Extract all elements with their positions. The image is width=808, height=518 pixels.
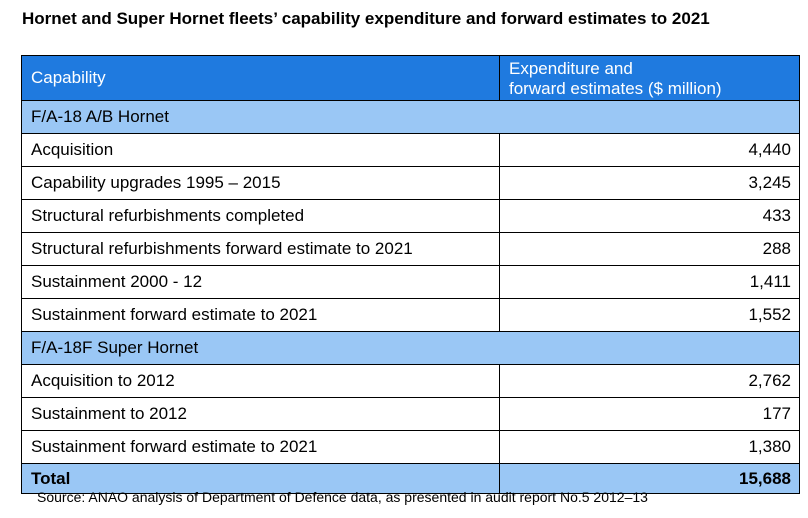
capability-column-header: Capability — [21, 55, 500, 101]
source-note: Source: ANAO analysis of Department of D… — [37, 489, 648, 505]
total-label: Total — [21, 463, 500, 494]
capability-label: Sustainment forward estimate to 2021 — [21, 430, 500, 464]
expenditure-value: 1,380 — [499, 430, 800, 464]
expenditure-header-line-1: Expenditure and — [509, 59, 633, 78]
capability-label: Sustainment to 2012 — [21, 397, 500, 431]
capability-label: Acquisition — [21, 133, 500, 167]
table-row: Sustainment 2000 - 12 1,411 — [21, 265, 800, 299]
section-label: F/A-18 A/B Hornet — [21, 100, 800, 134]
table-row: Sustainment forward estimate to 2021 1,5… — [21, 298, 800, 332]
capability-table: Capability Expenditure and forward estim… — [21, 55, 800, 494]
section-row-hornet: F/A-18 A/B Hornet — [21, 100, 800, 134]
capability-label: Structural refurbishments forward estima… — [21, 232, 500, 266]
section-label: F/A-18F Super Hornet — [21, 331, 800, 365]
table-row: Acquisition 4,440 — [21, 133, 800, 167]
table-row: Sustainment forward estimate to 2021 1,3… — [21, 430, 800, 464]
table-header-row: Capability Expenditure and forward estim… — [21, 55, 800, 101]
total-row: Total 15,688 — [21, 463, 800, 494]
capability-label: Structural refurbishments completed — [21, 199, 500, 233]
expenditure-header-line-2: forward estimates ($ million) — [509, 79, 722, 98]
table-row: Structural refurbishments completed 433 — [21, 199, 800, 233]
table-row: Acquisition to 2012 2,762 — [21, 364, 800, 398]
expenditure-value: 2,762 — [499, 364, 800, 398]
capability-label: Acquisition to 2012 — [21, 364, 500, 398]
table-row: Sustainment to 2012 177 — [21, 397, 800, 431]
expenditure-value: 1,411 — [499, 265, 800, 299]
expenditure-value: 177 — [499, 397, 800, 431]
expenditure-column-header: Expenditure and forward estimates ($ mil… — [499, 55, 800, 101]
expenditure-value: 1,552 — [499, 298, 800, 332]
expenditure-value: 3,245 — [499, 166, 800, 200]
table-row: Capability upgrades 1995 – 2015 3,245 — [21, 166, 800, 200]
section-row-super-hornet: F/A-18F Super Hornet — [21, 331, 800, 365]
expenditure-value: 288 — [499, 232, 800, 266]
table-title: Hornet and Super Hornet fleets’ capabili… — [22, 9, 710, 28]
table-row: Structural refurbishments forward estima… — [21, 232, 800, 266]
capability-label: Capability upgrades 1995 – 2015 — [21, 166, 500, 200]
expenditure-value: 433 — [499, 199, 800, 233]
total-value: 15,688 — [499, 463, 800, 494]
expenditure-value: 4,440 — [499, 133, 800, 167]
capability-label: Sustainment 2000 - 12 — [21, 265, 500, 299]
capability-label: Sustainment forward estimate to 2021 — [21, 298, 500, 332]
